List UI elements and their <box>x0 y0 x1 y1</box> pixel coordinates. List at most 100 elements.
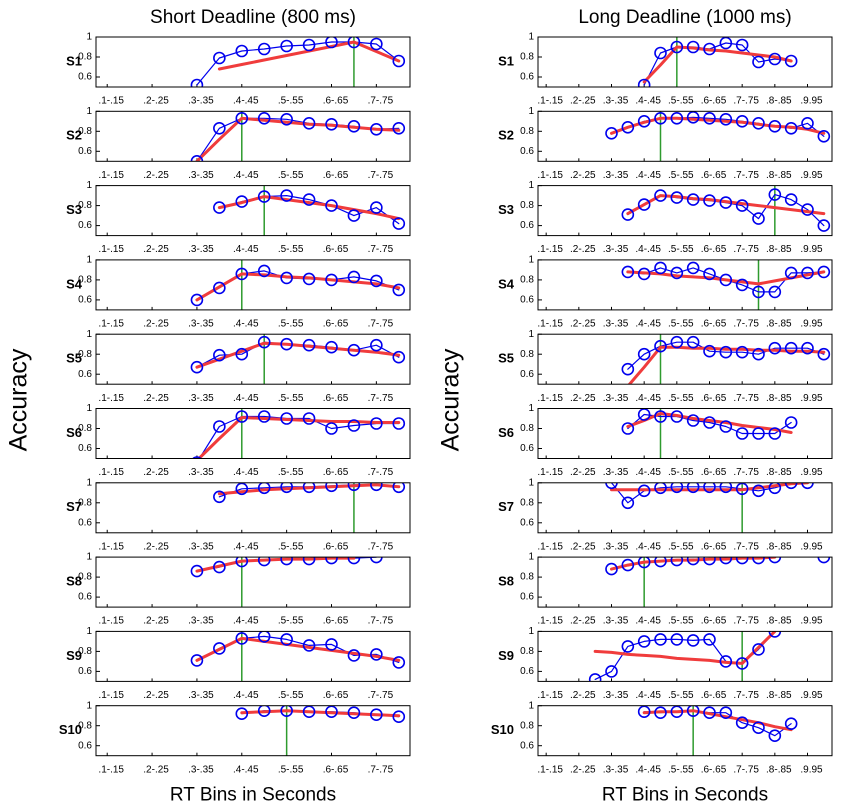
x-tick-label: .2-.25 <box>143 467 169 478</box>
accuracy-point <box>768 631 782 638</box>
x-tick-label: .3-.35 <box>188 467 214 478</box>
x-tick-label: .3-.35 <box>603 96 629 107</box>
x-tick-label: .7-.75 <box>733 170 759 181</box>
x-tick-label: .1-.15 <box>98 170 124 181</box>
y-tick-label: 0.6 <box>78 666 92 677</box>
plot-area <box>621 259 831 310</box>
x-tick-label: .5-.55 <box>668 616 694 627</box>
accuracy-point <box>670 266 684 280</box>
accuracy-point <box>719 196 733 209</box>
accuracy-point <box>768 341 782 355</box>
plot-area <box>605 111 831 162</box>
plot-area <box>190 111 406 162</box>
accuracy-point <box>370 123 383 136</box>
accuracy-point <box>392 417 406 430</box>
chart-title: Short Deadline (800 ms) <box>150 7 356 28</box>
subject-label: S2 <box>66 128 82 143</box>
accuracy-point <box>325 482 338 493</box>
y-tick-label: 0.6 <box>78 592 92 603</box>
accuracy-point <box>801 117 814 130</box>
x-tick-label: .6-.65 <box>323 467 349 478</box>
x-tick-label: .7-.75 <box>368 541 394 552</box>
accuracy-point <box>347 419 361 432</box>
accuracy-point <box>686 557 700 566</box>
panel-frame <box>537 333 833 385</box>
y-tick-label: 0.6 <box>78 517 92 528</box>
subject-label: S8 <box>66 574 82 589</box>
accuracy-point <box>190 155 204 162</box>
accuracy-point <box>686 40 700 54</box>
y-tick-label: 1 <box>86 32 92 43</box>
x-tick-label: .7-.75 <box>733 393 759 404</box>
y-tick-label: 0.8 <box>78 126 92 137</box>
x-tick-label: .1-.15 <box>98 393 124 404</box>
panel-frame <box>537 705 833 757</box>
x-tick-label: .4-.45 <box>635 764 661 775</box>
accuracy-point <box>686 634 700 647</box>
accuracy-point <box>637 347 651 361</box>
y-tick-label: 0.6 <box>520 72 534 83</box>
accuracy-point <box>392 217 406 230</box>
x-tick-label: .6-.65 <box>701 616 727 627</box>
fit-line <box>240 709 401 718</box>
plot-area <box>605 557 831 608</box>
y-tick-label: 0.6 <box>78 740 92 751</box>
fit-line <box>642 45 793 84</box>
x-tick-label: .9.95 <box>800 96 823 107</box>
y-tick-label: 0.6 <box>520 146 534 157</box>
accuracy-point <box>719 345 733 359</box>
accuracy-point <box>670 410 684 423</box>
subject-label: S1 <box>498 53 514 68</box>
y-tick-label: 0.8 <box>520 646 534 657</box>
y-tick-label: 0.8 <box>78 275 92 286</box>
y-tick-label: 1 <box>86 700 92 711</box>
subject-label: S7 <box>66 499 82 514</box>
plot-area <box>190 37 406 87</box>
x-tick-label: .3-.35 <box>188 319 214 330</box>
accuracy-point <box>190 564 204 578</box>
y-tick-label: 0.6 <box>520 517 534 528</box>
plot-area <box>235 705 406 756</box>
accuracy-point <box>686 261 700 275</box>
accuracy-point <box>752 347 765 361</box>
x-tick-label: .4-.45 <box>635 244 661 255</box>
plot-area <box>588 631 782 682</box>
x-tick-label: .6-.65 <box>701 319 727 330</box>
x-tick-label: .8-.85 <box>766 467 792 478</box>
x-tick-label: .5-.55 <box>668 690 694 701</box>
x-tick-label: .6-.65 <box>701 96 727 107</box>
x-tick-label: .9.95 <box>800 764 823 775</box>
x-tick-label: .5-.55 <box>278 467 304 478</box>
x-tick-label: .2-.25 <box>143 616 169 627</box>
x-tick-label: .9.95 <box>800 467 823 478</box>
accuracy-point <box>235 632 249 645</box>
accuracy-point <box>213 122 226 135</box>
plot-area <box>637 37 798 87</box>
panel-frame <box>537 36 833 88</box>
accuracy-point <box>280 39 293 53</box>
accuracy-point <box>257 112 271 125</box>
y-tick-label: 1 <box>528 403 534 414</box>
accuracy-point <box>257 557 271 567</box>
accuracy-point <box>735 427 749 440</box>
accuracy-point <box>213 51 226 65</box>
y-tick-label: 0.8 <box>520 349 534 360</box>
accuracy-point <box>784 266 798 280</box>
accuracy-point <box>686 193 700 206</box>
x-tick-label: .8-.85 <box>766 764 792 775</box>
x-tick-label: .6-.65 <box>701 170 727 181</box>
x-tick-label: .2-.25 <box>143 170 169 181</box>
x-tick-label: .1-.15 <box>98 319 124 330</box>
accuracy-point <box>192 456 202 459</box>
accuracy-point <box>280 271 293 285</box>
fit-line <box>195 116 401 162</box>
accuracy-point <box>719 420 733 433</box>
fit-line <box>610 116 826 135</box>
accuracy-point <box>280 557 293 566</box>
accuracy-point <box>213 642 226 655</box>
y-tick-label: 0.6 <box>78 220 92 231</box>
panel-frame <box>537 185 833 237</box>
accuracy-point <box>817 130 831 143</box>
x-tick-label: .1-.15 <box>537 467 563 478</box>
